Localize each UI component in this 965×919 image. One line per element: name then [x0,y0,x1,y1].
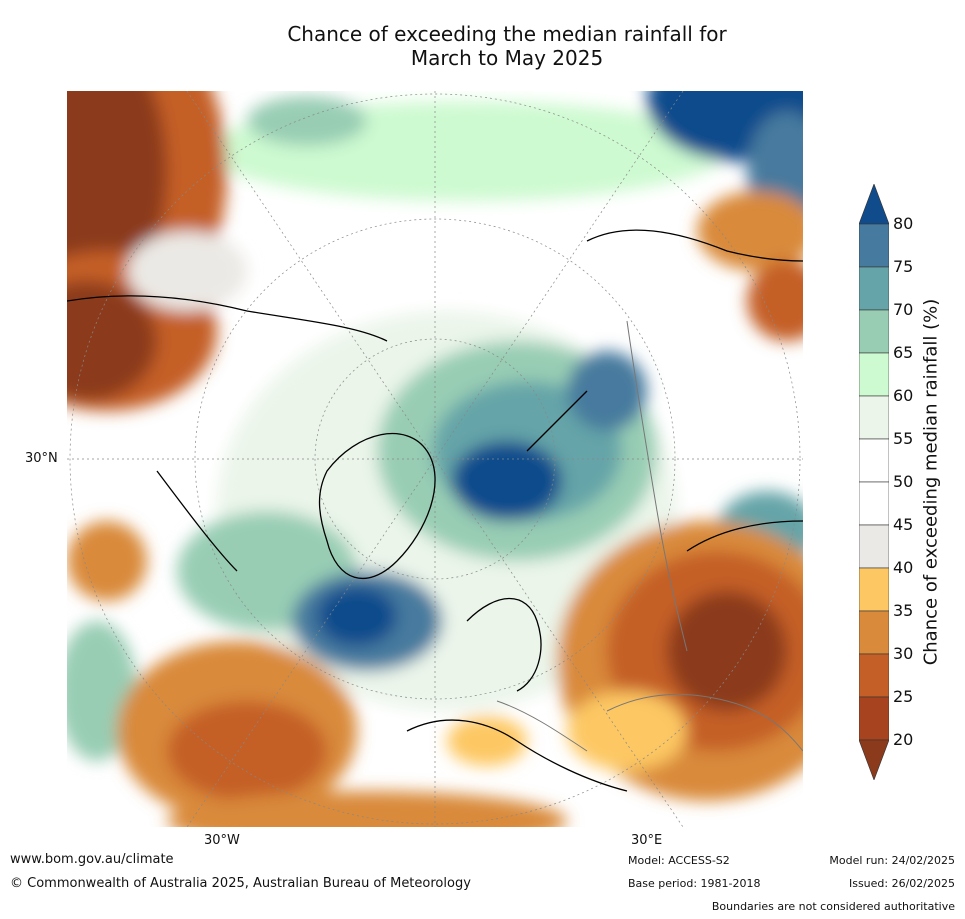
colorbar-label: Chance of exceeding median rainfall (%) [920,298,942,666]
colorbar-arrow-low [858,739,890,781]
base-period: Base period: 1981-2018 [628,877,761,890]
colorbar-tick-label: 35 [893,601,914,620]
colorbar-tick-label: 25 [893,687,914,706]
copyright-notice: © Commonwealth of Australia 2025, Austra… [10,876,471,891]
colorbar-graphic [858,183,890,781]
colorbar-segment [858,567,890,612]
colorbar-segment [858,266,890,311]
latitude-label-30n: 30°N [25,451,58,466]
colorbar-segment [858,352,890,397]
colorbar-tick-label: 30 [893,644,914,663]
colorbar-tick-label: 20 [893,730,914,749]
colorbar-segment [858,524,890,569]
map-canvas [67,91,803,827]
colorbar-tick-label: 70 [893,300,914,319]
colorbar-segment [858,395,890,440]
chart-title: Chance of exceeding the median rainfall … [0,22,965,70]
colorbar-segment [858,438,890,483]
colorbar-segment [858,223,890,268]
colorbar-tick-label: 75 [893,257,914,276]
colorbar-tick-label: 40 [893,558,914,577]
colorbar-arrow-high [858,183,890,225]
title-line-2: March to May 2025 [410,46,604,70]
country-boundaries [496,320,803,752]
website-url: www.bom.gov.au/climate [10,852,174,867]
colorbar-tick-label: 60 [893,386,914,405]
colorbar-segment [858,653,890,698]
colorbar-segment [858,481,890,526]
model-name: Model: ACCESS-S2 [628,854,730,867]
boundary-disclaimer: Boundaries are not considered authoritat… [711,900,955,913]
graticule [67,91,803,827]
colorbar [858,183,890,781]
colorbar-tick-label: 50 [893,472,914,491]
probability-map [67,91,803,827]
colorbar-segment [858,610,890,655]
longitude-label-30e: 30°E [631,833,663,848]
colorbar-segment [858,696,890,741]
colorbar-tick-label: 80 [893,214,914,233]
model-run-date: Model run: 24/02/2025 [829,854,955,867]
issued-date: Issued: 26/02/2025 [848,877,955,890]
title-line-1: Chance of exceeding the median rainfall … [287,22,727,46]
colorbar-tick-label: 65 [893,343,914,362]
colorbar-segment [858,309,890,354]
colorbar-tick-label: 55 [893,429,914,448]
longitude-label-30w: 30°W [204,833,240,848]
colorbar-tick-label: 45 [893,515,914,534]
coastlines [67,229,803,792]
